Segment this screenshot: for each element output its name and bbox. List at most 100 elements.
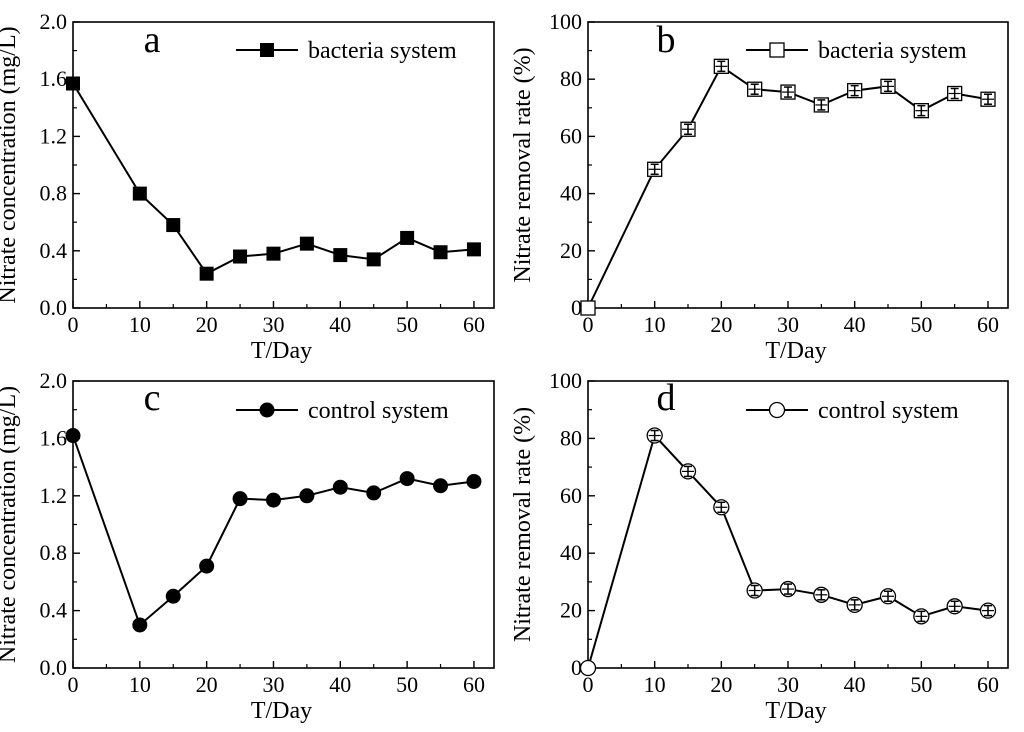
- x-tick-label: 50: [910, 672, 932, 697]
- y-tick-label: 0.4: [40, 598, 68, 623]
- data-point: [466, 473, 482, 489]
- panel-letter: a: [144, 19, 161, 61]
- data-point: [646, 427, 663, 444]
- y-tick-label: 0.8: [40, 540, 68, 565]
- y-tick-label: 0.0: [40, 295, 68, 320]
- x-tick-label: 50: [396, 312, 418, 337]
- data-point: [199, 558, 215, 574]
- x-axis-label: T/Day: [765, 698, 826, 724]
- y-tick-label: 2.0: [40, 368, 68, 393]
- data-point: [980, 91, 996, 107]
- x-axis-label: T/Day: [251, 698, 312, 724]
- x-tick-label: 40: [844, 672, 866, 697]
- data-point: [713, 499, 730, 516]
- y-axis-label: Nitrate removal rate (%): [510, 407, 536, 642]
- data-point: [680, 121, 696, 137]
- data-point: [333, 248, 348, 263]
- series-line: [72, 82, 475, 275]
- x-tick-label: 10: [644, 312, 666, 337]
- plot-frame: [72, 21, 495, 309]
- y-tick-label: 1.6: [40, 66, 68, 91]
- legend-label: control system: [818, 398, 959, 424]
- data-point: [579, 659, 597, 677]
- data-point: [299, 236, 314, 251]
- data-point: [747, 81, 763, 97]
- x-tick-label: 60: [977, 672, 999, 697]
- panel-letter: d: [657, 377, 676, 419]
- panel-a: Nitrate concentration (mg/L) T/Day a bac…: [0, 9, 495, 364]
- y-tick-label: 0: [571, 655, 582, 680]
- y-tick-label: 0.4: [40, 238, 68, 263]
- y-tick-label: 100: [549, 368, 582, 393]
- x-tick-label: 50: [396, 672, 418, 697]
- data-point: [713, 58, 729, 74]
- data-point: [779, 580, 797, 598]
- data-point: [913, 608, 930, 625]
- x-tick-label: 40: [329, 672, 351, 697]
- x-tick-label: 30: [777, 672, 799, 697]
- y-tick-label: 20: [560, 598, 582, 623]
- data-point: [266, 246, 281, 261]
- data-point: [433, 245, 448, 260]
- legend-marker: [769, 42, 785, 58]
- data-point: [947, 85, 963, 102]
- x-tick-label: 0: [68, 312, 79, 337]
- x-tick-label: 30: [777, 312, 799, 337]
- plot-frame: [587, 380, 1009, 669]
- x-tick-label: 20: [196, 672, 218, 697]
- data-point: [265, 492, 281, 508]
- y-tick-label: 100: [549, 9, 582, 34]
- data-point: [132, 617, 148, 633]
- data-point: [399, 471, 415, 487]
- data-point: [233, 249, 248, 264]
- y-tick-label: 60: [560, 483, 582, 508]
- legend-label: bacteria system: [308, 38, 457, 64]
- y-tick-label: 1.6: [40, 425, 68, 450]
- data-point: [913, 103, 929, 119]
- panel-letter: c: [144, 377, 161, 419]
- y-tick-label: 1.2: [40, 483, 68, 508]
- data-point: [880, 78, 896, 94]
- series-line: [72, 435, 475, 627]
- data-point: [433, 478, 449, 494]
- data-point: [132, 186, 147, 201]
- data-point: [332, 479, 348, 495]
- data-point: [580, 300, 596, 316]
- data-point: [66, 76, 80, 91]
- data-point: [299, 488, 315, 504]
- data-point: [780, 84, 796, 100]
- data-point: [846, 596, 863, 614]
- data-point: [813, 97, 829, 113]
- y-tick-label: 60: [560, 123, 582, 148]
- y-tick-label: 20: [560, 238, 582, 263]
- data-point: [166, 218, 181, 233]
- x-tick-label: 20: [710, 672, 732, 697]
- x-tick-label: 20: [710, 312, 732, 337]
- y-tick-label: 40: [560, 540, 582, 565]
- x-tick-label: 10: [129, 312, 151, 337]
- x-tick-label: 50: [910, 312, 932, 337]
- data-point: [366, 252, 381, 267]
- data-point: [979, 602, 997, 619]
- data-point: [946, 598, 963, 615]
- y-tick-label: 0: [571, 295, 582, 320]
- x-axis-label: T/Day: [765, 338, 826, 364]
- data-point: [847, 82, 863, 99]
- panel-d: Nitrate removal rate (%) T/Day d control…: [510, 368, 1009, 724]
- y-tick-label: 40: [560, 181, 582, 206]
- data-point: [65, 428, 81, 444]
- data-point: [813, 586, 830, 603]
- data-point: [647, 161, 663, 177]
- x-tick-label: 30: [262, 312, 284, 337]
- x-tick-label: 40: [844, 312, 866, 337]
- x-tick-label: 10: [129, 672, 151, 697]
- x-tick-label: 60: [463, 312, 485, 337]
- data-point: [199, 266, 214, 281]
- panel-b: Nitrate removal rate (%) T/Day b bacteri…: [510, 9, 1009, 364]
- data-point: [466, 242, 481, 257]
- y-tick-label: 80: [560, 66, 582, 91]
- legend-label: bacteria system: [818, 38, 967, 64]
- x-tick-label: 30: [262, 672, 284, 697]
- y-axis-label: Nitrate concentration (mg/L): [0, 386, 21, 663]
